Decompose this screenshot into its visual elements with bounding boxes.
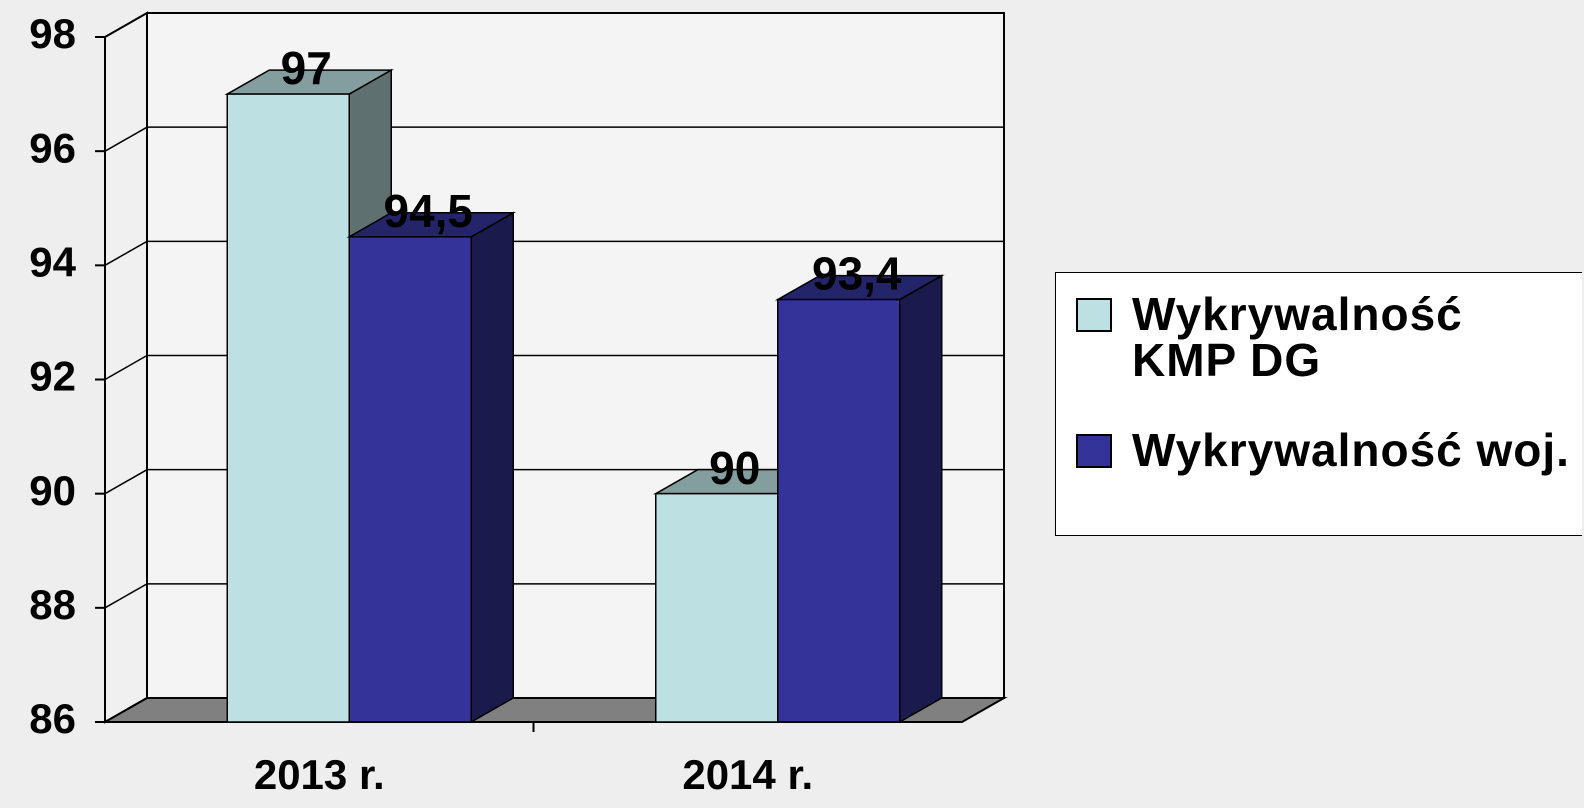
- y-tick-label: 92: [29, 353, 76, 400]
- legend-label: Wykrywalność woj.: [1132, 424, 1570, 476]
- y-tick-label: 88: [29, 581, 76, 628]
- bar: [777, 298, 901, 723]
- legend-swatch: [1076, 298, 1112, 332]
- value-label: 94,5: [383, 185, 473, 237]
- bar-side: [899, 274, 943, 724]
- bar: [226, 93, 350, 723]
- legend-swatch: [1076, 434, 1112, 468]
- x-tick-label: 2014 r.: [682, 751, 813, 798]
- bar: [655, 492, 779, 723]
- legend-item: Wykrywalność KMP DG: [1076, 291, 1572, 383]
- y-tick-label: 86: [29, 695, 76, 742]
- bar: [348, 236, 472, 723]
- legend: Wykrywalność KMP DG Wykrywalność woj.: [1055, 272, 1582, 536]
- grid-line: [104, 12, 1004, 38]
- value-label: 97: [281, 42, 332, 94]
- value-label: 93,4: [812, 248, 902, 300]
- legend-item: Wykrywalność woj.: [1076, 427, 1572, 473]
- grid-line: [104, 240, 1004, 266]
- y-tick-label: 98: [29, 10, 76, 57]
- bar-side: [470, 211, 514, 724]
- grid-line: [104, 126, 1004, 152]
- y-tick-label: 96: [29, 124, 76, 171]
- x-tick-label: 2013 r.: [254, 751, 385, 798]
- legend-label: Wykrywalność KMP DG: [1132, 288, 1463, 386]
- y-tick-label: 94: [29, 238, 76, 285]
- value-label: 90: [709, 442, 760, 494]
- grid-line: [104, 354, 1004, 381]
- y-tick-label: 90: [29, 467, 76, 514]
